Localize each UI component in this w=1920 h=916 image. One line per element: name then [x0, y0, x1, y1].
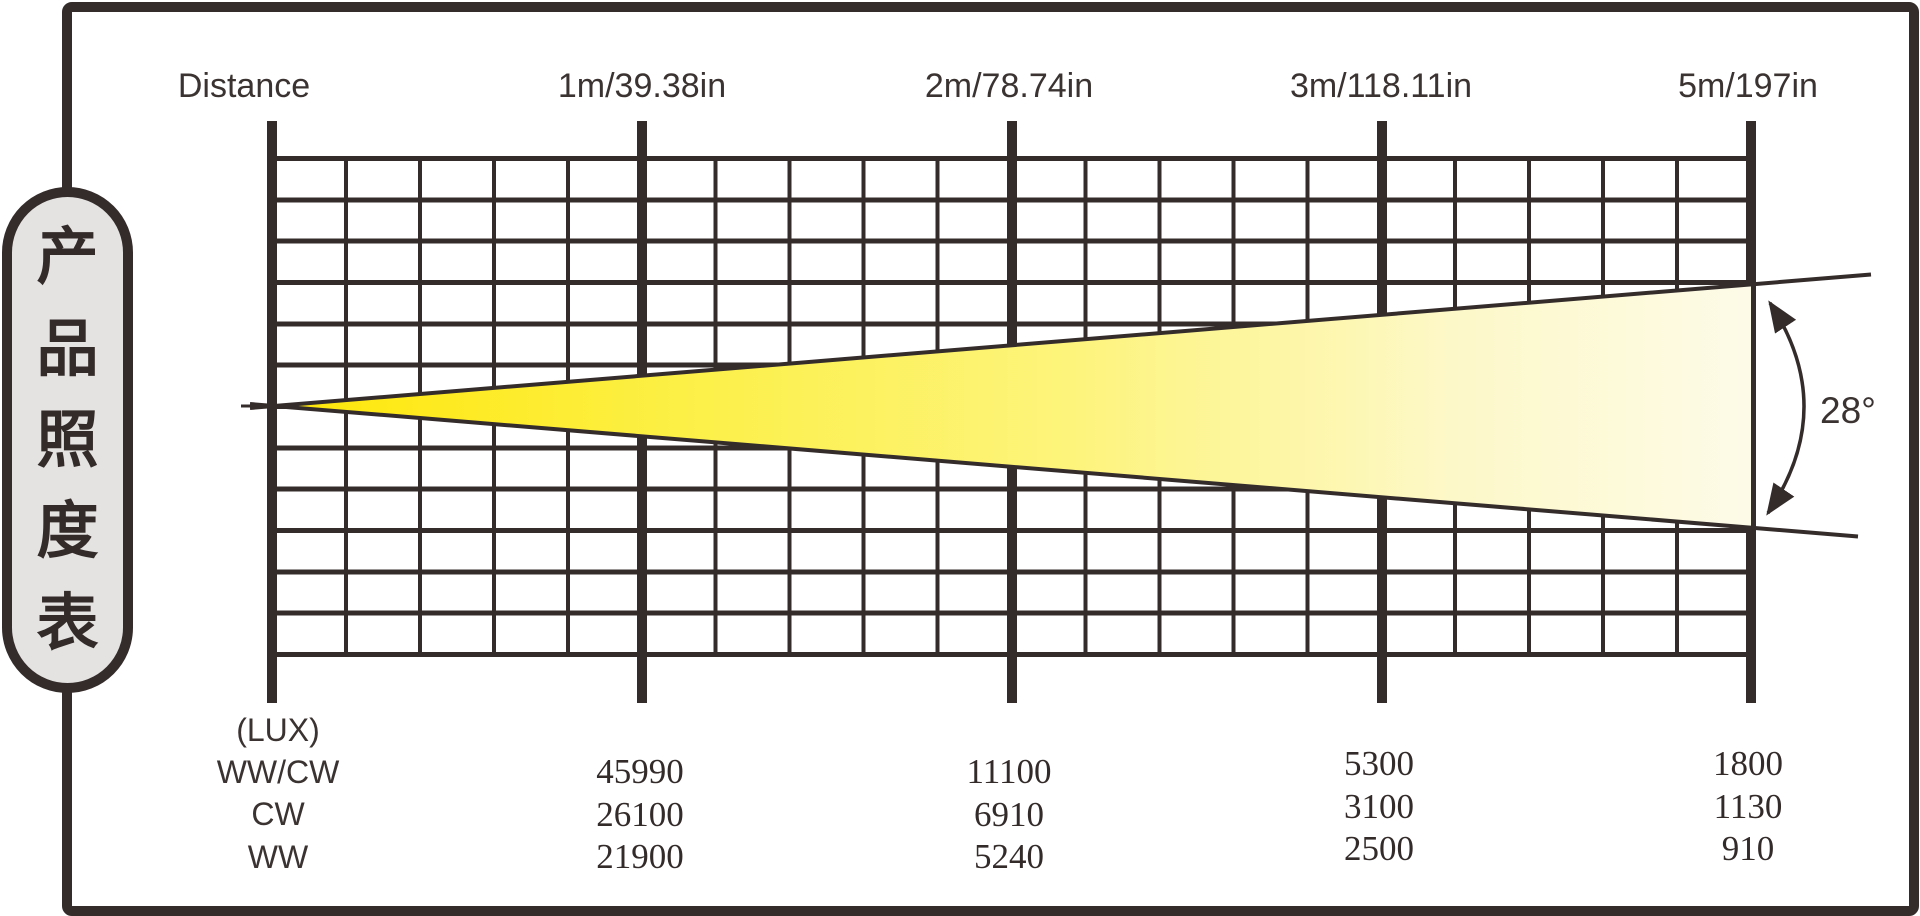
column-header-5m: 5m/197in	[1678, 67, 1818, 105]
value-cell: 2500	[1344, 828, 1414, 868]
value-cell: 45990	[596, 752, 684, 792]
chart-title: 产品照度表	[36, 220, 99, 659]
value-cell: 6910	[974, 794, 1044, 834]
values-column-5m: 1800 1130 910	[1713, 743, 1783, 870]
value-cell: 3100	[1344, 786, 1414, 826]
beam-fill	[255, 286, 1751, 526]
column-header-1m: 1m/39.38in	[557, 67, 727, 105]
column-header-3m: 3m/118.11in	[1289, 67, 1473, 105]
column-header-2m: 2m/78.74in	[924, 67, 1094, 105]
distance-header: Distance	[177, 67, 311, 105]
lux-unit-label: (LUX)	[236, 711, 320, 748]
value-cell: 1130	[1713, 786, 1783, 826]
axis-line-distance	[267, 121, 277, 703]
value-cell: 5240	[974, 836, 1044, 876]
value-cell: 21900	[596, 836, 684, 876]
values-column-3m: 5300 3100 2500	[1344, 743, 1414, 870]
row-label-cw: CW	[251, 796, 305, 833]
values-column-1m: 45990 26100 21900	[596, 751, 684, 878]
row-label-ww: WW	[247, 838, 309, 875]
beam-bottom-ray	[249, 402, 1859, 539]
chart-title-badge: 产品照度表	[2, 187, 133, 693]
value-cell: 910	[1721, 828, 1775, 868]
row-label-ww-cw: WW/CW	[216, 754, 340, 791]
value-cell: 11100	[966, 752, 1052, 792]
value-cell: 1800	[1713, 744, 1783, 784]
value-cell: 5300	[1344, 744, 1414, 784]
beam-angle-arc	[1766, 300, 1806, 516]
value-cell: 26100	[596, 794, 684, 834]
values-column-2m: 11100 6910 5240	[967, 751, 1052, 878]
beam-top-ray	[249, 272, 1872, 410]
table-row-labels: (LUX) WW/CW CW WW	[196, 709, 360, 879]
beam-angle-label: 28°	[1820, 390, 1876, 431]
